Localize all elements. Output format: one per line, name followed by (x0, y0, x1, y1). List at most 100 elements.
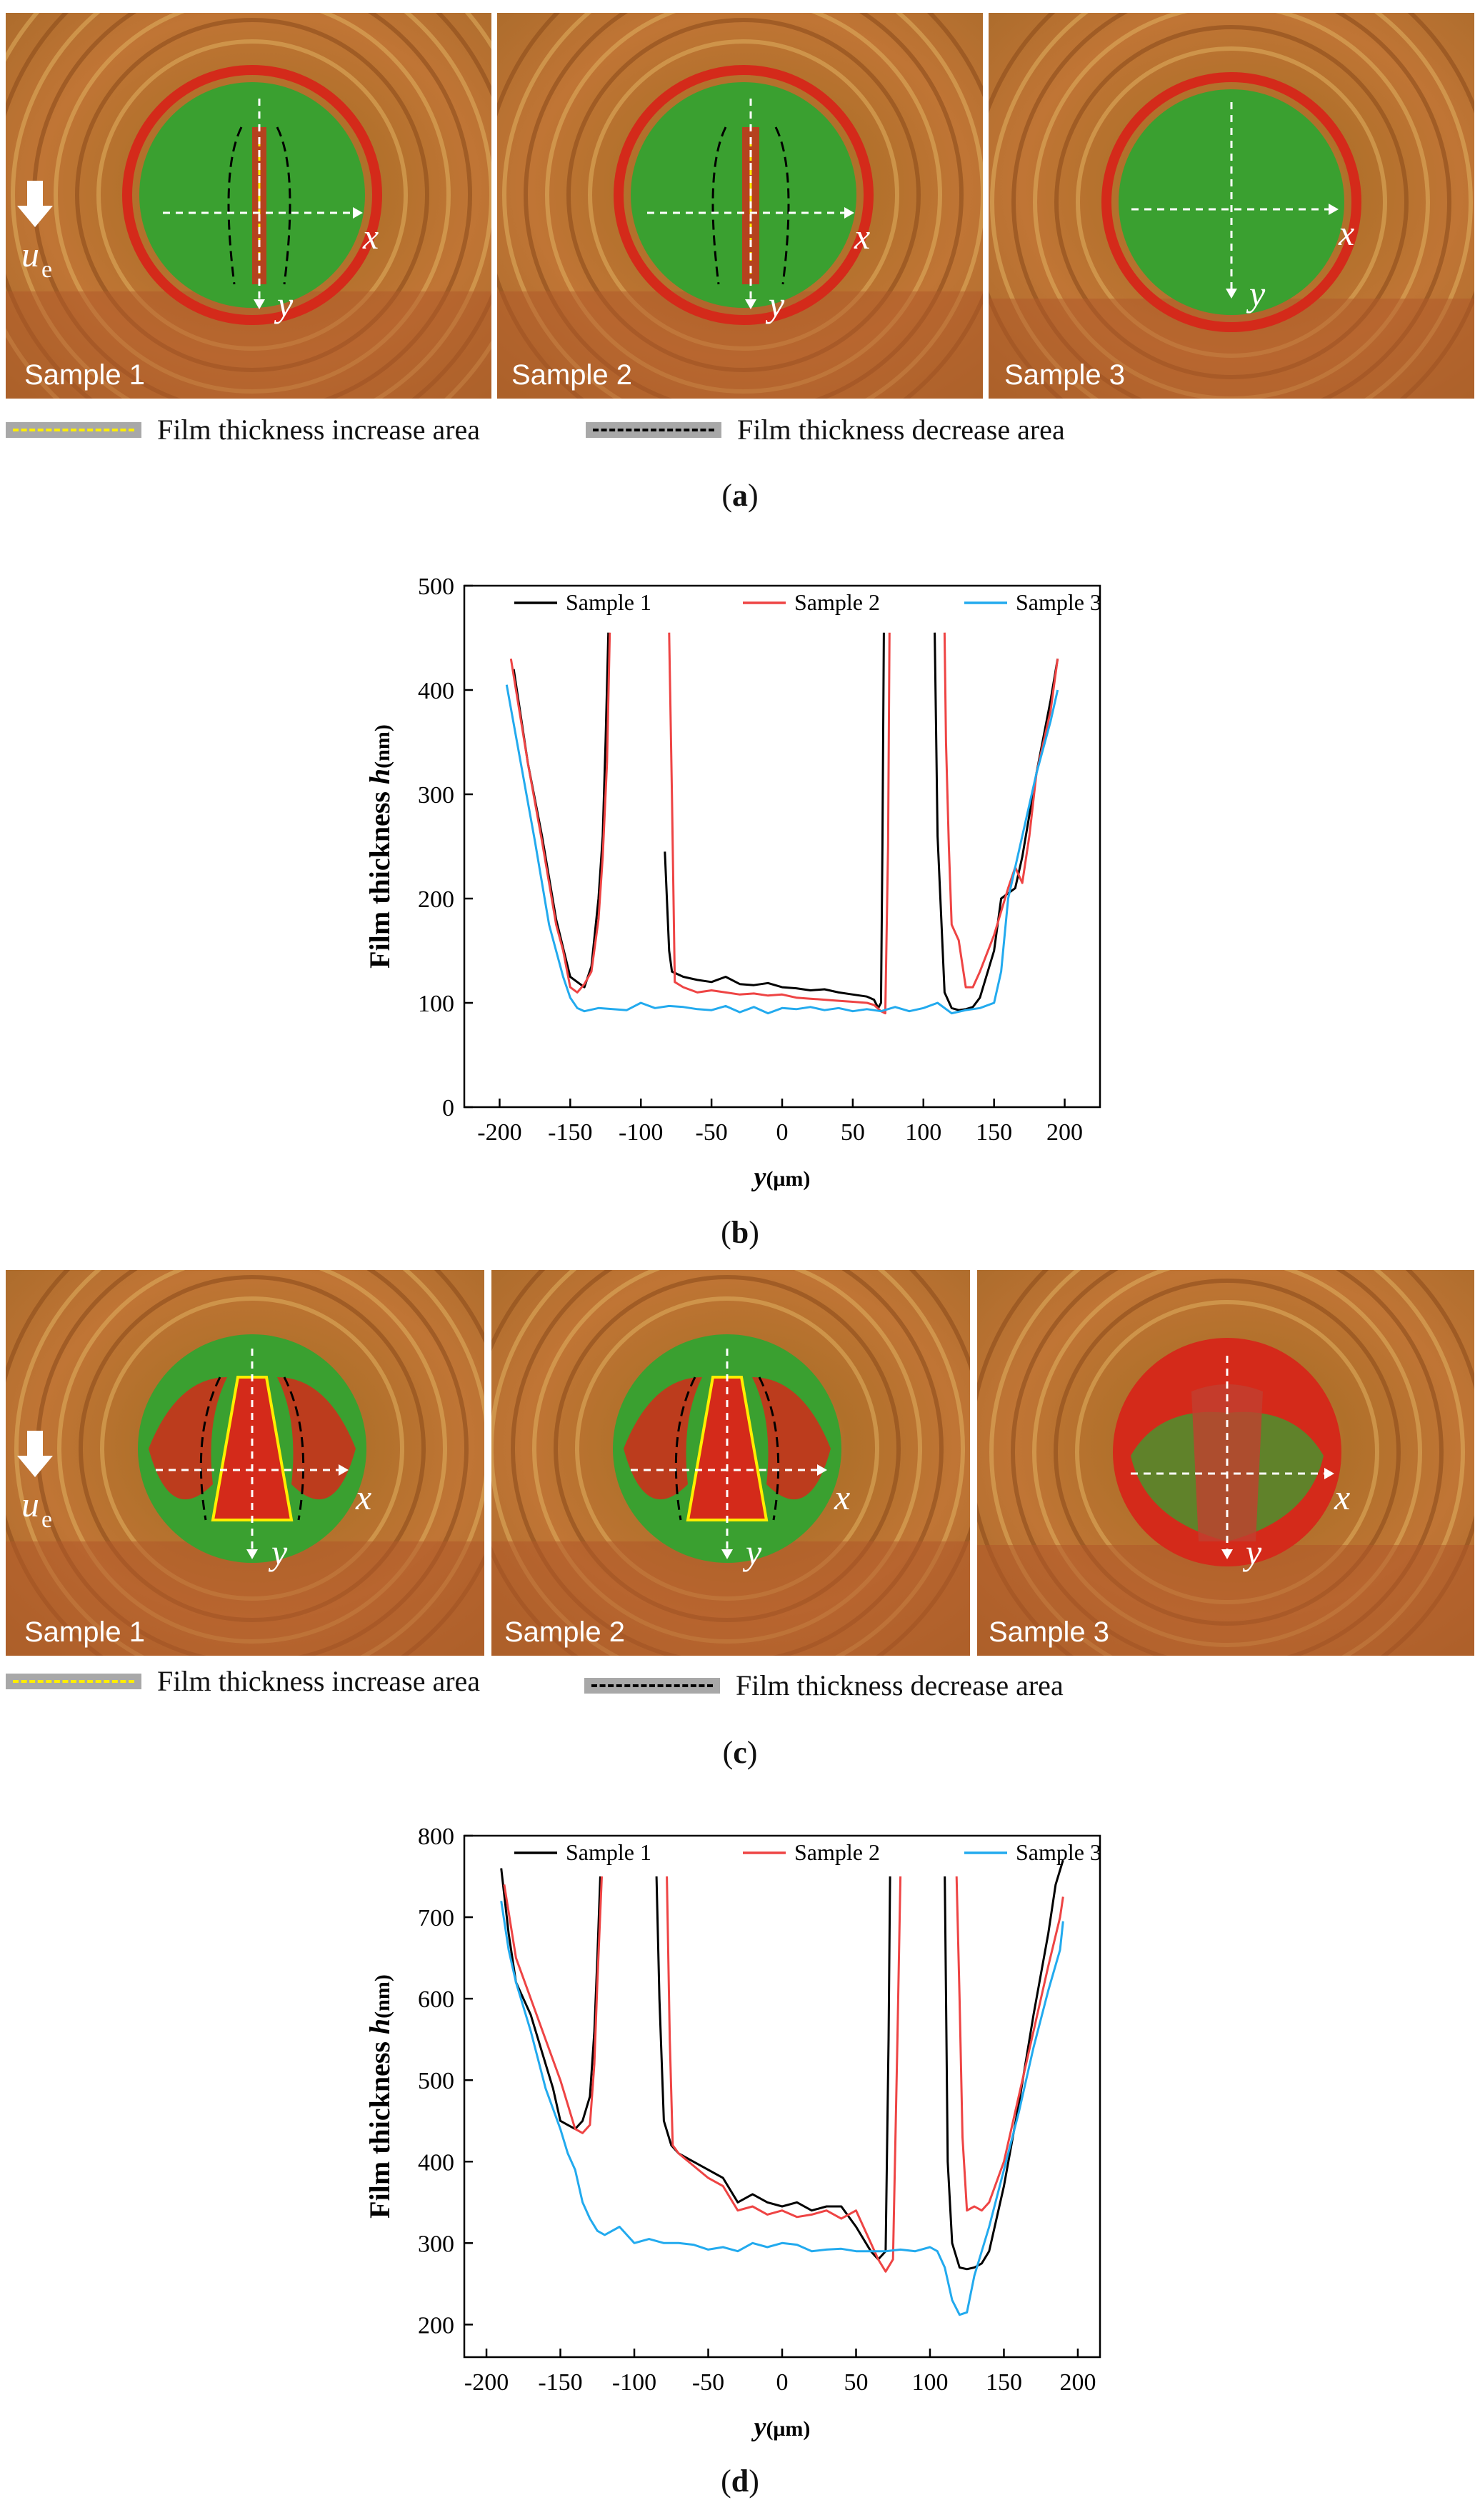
sample-label: Sample 1 (24, 359, 145, 391)
image-c-sample2: x y Sample 2 (491, 1270, 970, 1656)
image-a-sample1: x y u e Sample 1 (6, 13, 491, 399)
x-tick-label: 100 (905, 1119, 941, 1146)
x-tick-label: 0 (776, 2369, 789, 2396)
x-tick-label: 200 (1059, 2369, 1096, 2396)
x-tick-label: -200 (477, 1119, 521, 1146)
sample-label: Sample 2 (504, 1616, 625, 1648)
speed-symbol: u (21, 234, 39, 274)
legend-label: Sample 1 (566, 589, 651, 615)
y-axis-letter: y (742, 1532, 762, 1572)
y-tick-label: 500 (418, 574, 454, 600)
y-axis-label: Film thickness h(nm) (364, 1974, 396, 2219)
series-line-sample-2 (666, 1876, 902, 2273)
y-axis-letter: y (274, 284, 294, 324)
arrow-down-icon (17, 1431, 53, 1477)
series-line-sample-2 (955, 1876, 1064, 2212)
speed-subscript: e (41, 256, 52, 283)
series-line-sample-3 (500, 1901, 1064, 2316)
x-axis-label: y(μm) (751, 2412, 811, 2442)
y-tick-label: 500 (418, 2068, 454, 2094)
legend-increase-a: Film thickness increase area (6, 413, 480, 446)
image-a-sample3: x y Sample 3 (989, 13, 1474, 399)
arrow-down-icon (17, 181, 53, 227)
legend-label: Sample 2 (794, 589, 880, 615)
legend-label: Sample 1 (566, 1839, 651, 1865)
x-tick-label: 50 (844, 2369, 868, 2396)
legend-decrease-text: Film thickness decrease area (737, 414, 1065, 446)
x-axis-letter: x (1338, 213, 1354, 253)
y-tick-label: 400 (418, 678, 454, 704)
x-tick-label: 200 (1046, 1119, 1083, 1146)
x-axis-letter: x (1334, 1477, 1350, 1517)
x-axis-letter: x (355, 1477, 371, 1517)
y-tick-label: 200 (418, 886, 454, 913)
sample-label: Sample 3 (1004, 359, 1125, 391)
x-axis-letter: x (854, 216, 870, 256)
series-line-sample-1 (500, 1868, 601, 2131)
series-line-sample-2 (509, 632, 611, 994)
x-tick-label: -100 (612, 2369, 656, 2396)
legend-label: Sample 3 (1016, 589, 1101, 615)
y-axis-letter: y (1242, 1532, 1262, 1572)
black-dash-swatch (584, 1677, 720, 1694)
y-axis-label: Film thickness h(nm) (364, 724, 396, 969)
x-tick-label: -100 (619, 1119, 663, 1146)
legend-increase-text: Film thickness increase area (157, 414, 481, 446)
x-tick-label: -50 (692, 2369, 724, 2396)
legend-decrease-a: Film thickness decrease area (586, 413, 1065, 446)
x-axis-label: y(μm) (751, 1162, 811, 1192)
y-axis-letter: y (765, 284, 785, 324)
legend-decrease-c: Film thickness decrease area (584, 1669, 1064, 1702)
yellow-dash-swatch (6, 421, 141, 438)
series-line-sample-3 (505, 684, 1059, 1015)
y-tick-label: 600 (418, 1986, 454, 2013)
speed-symbol: u (21, 1484, 39, 1524)
legend-decrease-text: Film thickness decrease area (736, 1669, 1064, 1701)
sample-label: Sample 3 (989, 1616, 1109, 1648)
interference-image: x y Sample 3 (977, 1270, 1474, 1656)
series-line-sample-1 (934, 632, 1059, 1011)
y-axis-letter: y (1246, 274, 1266, 314)
y-tick-label: 400 (418, 2149, 454, 2176)
interference-image: x y Sample 2 (497, 13, 983, 399)
series-line-sample-1 (655, 1876, 891, 2261)
y-tick-label: 300 (418, 2231, 454, 2257)
black-dash-swatch (586, 421, 721, 438)
x-tick-label: 0 (776, 1119, 789, 1146)
speed-subscript: e (41, 1506, 52, 1533)
image-c-sample1: x y u e Sample 1 (6, 1270, 484, 1656)
x-tick-label: 150 (986, 2369, 1022, 2396)
x-tick-label: -50 (695, 1119, 727, 1146)
y-tick-label: 0 (442, 1095, 454, 1121)
y-tick-label: 300 (418, 782, 454, 809)
yellow-dash-swatch (6, 1673, 141, 1689)
chart-b: -200 -150 -100 -50 0 50 100 150 200 0 100 200 300 400… (357, 564, 1143, 1193)
panel-label-c: (c) (722, 1735, 758, 1770)
x-axis-letter: x (362, 216, 379, 256)
x-tick-label: -150 (548, 1119, 592, 1146)
series-group (500, 1859, 1064, 2316)
image-a-sample2: x y Sample 2 (497, 13, 983, 399)
x-tick-label: 150 (976, 1119, 1012, 1146)
chart-d: -200 -150 -100 -50 0 50 100 150 200 200 300 400 500 6… (357, 1814, 1143, 2443)
x-tick-label: -150 (538, 2369, 582, 2396)
x-tick-label: 50 (841, 1119, 865, 1146)
legend-label: Sample 3 (1016, 1839, 1101, 1865)
legend-increase-text: Film thickness increase area (157, 1665, 481, 1697)
image-c-sample3: x y Sample 3 (977, 1270, 1474, 1656)
series-line-sample-1 (512, 632, 610, 989)
legend-label: Sample 2 (794, 1839, 880, 1865)
interference-image: x y Sample 2 (491, 1270, 970, 1656)
chart-svg: -200 -150 -100 -50 0 50 100 150 200 200 300 400 500 6… (364, 1824, 1101, 2442)
series-line-sample-1 (944, 1859, 1064, 2271)
x-tick-label: -200 (464, 2369, 509, 2396)
y-tick-label: 800 (418, 1824, 454, 1850)
panel-label-d: (d) (721, 2464, 759, 2499)
series-line-sample-2 (503, 1876, 603, 2134)
sample-label: Sample 2 (511, 359, 632, 391)
y-tick-label: 700 (418, 1905, 454, 1931)
plot-frame (463, 584, 1101, 1109)
x-tick-label: 100 (911, 2369, 948, 2396)
interference-image: x y Sample 3 (989, 13, 1474, 399)
interference-image: x y u e Sample 1 (6, 1270, 484, 1656)
